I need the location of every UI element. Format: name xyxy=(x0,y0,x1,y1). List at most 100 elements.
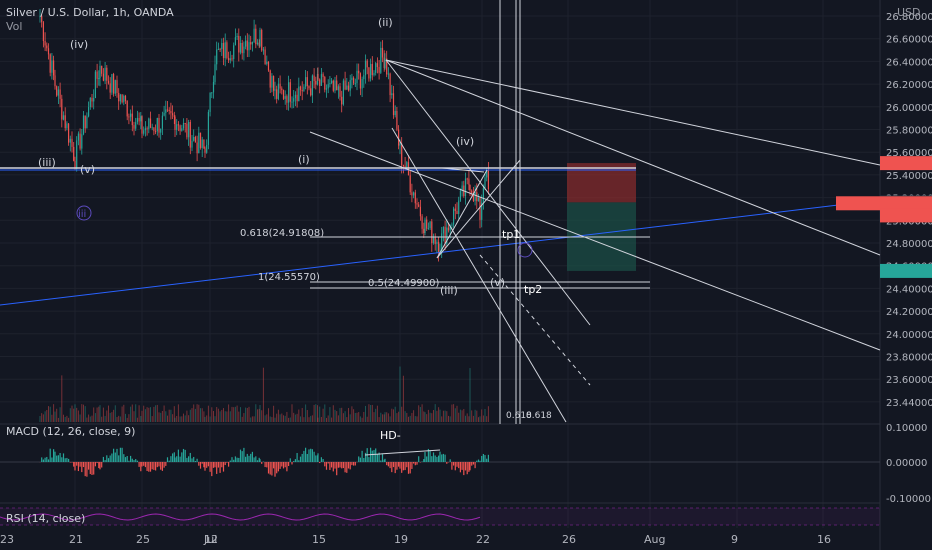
volume-bar xyxy=(308,417,310,422)
macd-title[interactable]: MACD (12, 26, close, 9) xyxy=(6,425,136,438)
volume-bar xyxy=(363,411,365,422)
candle-body xyxy=(281,88,283,91)
macd-histogram-bar xyxy=(123,454,125,462)
volume-bar xyxy=(213,411,214,422)
macd-histogram-bar xyxy=(236,457,238,462)
macd-histogram-bar xyxy=(179,456,181,462)
macd-histogram-bar xyxy=(57,455,59,462)
macd-histogram-bar xyxy=(196,458,198,462)
candle-body xyxy=(126,101,128,117)
macd-histogram-bar xyxy=(251,451,253,462)
wave-circle-label: iii xyxy=(78,209,86,220)
macd-histogram-bar xyxy=(431,456,433,462)
macd-histogram-bar xyxy=(313,451,315,462)
rsi-title[interactable]: RSI (14, close) xyxy=(6,512,86,525)
candle-body xyxy=(54,75,56,87)
candle-body xyxy=(396,110,398,130)
macd-histogram-bar xyxy=(406,462,408,468)
macd-histogram-bar xyxy=(289,458,291,462)
volume-bar xyxy=(394,406,396,422)
candle-body xyxy=(101,65,103,74)
macd-histogram-bar xyxy=(116,448,118,462)
candle-body xyxy=(320,74,322,86)
candle-body xyxy=(119,94,121,102)
macd-histogram-bar xyxy=(121,447,123,462)
macd-histogram-bar xyxy=(424,451,426,462)
macd-histogram-bar xyxy=(73,462,75,467)
volume-bar xyxy=(93,407,95,422)
candle-body xyxy=(228,57,230,61)
candle-body xyxy=(56,86,58,96)
volume-bar xyxy=(286,411,288,422)
volume-bar xyxy=(231,406,233,422)
fib-label: 0.5(24.49900) xyxy=(368,278,440,289)
macd-histogram-bar xyxy=(255,456,257,462)
symbol-title[interactable]: Silver / U.S. Dollar, 1h, OANDA xyxy=(6,6,174,19)
volume-bar xyxy=(131,404,133,422)
macd-histogram-bar xyxy=(472,462,474,465)
volume-bar xyxy=(158,412,160,422)
candle-body xyxy=(336,80,338,91)
macd-histogram-bar xyxy=(243,447,245,462)
volume-bar xyxy=(133,411,135,422)
volume-bar xyxy=(293,412,295,422)
macd-histogram-bar xyxy=(53,449,55,462)
macd-histogram-bar xyxy=(181,452,183,462)
volume-bar xyxy=(268,408,269,422)
volume-bar xyxy=(77,410,79,422)
volume-bar xyxy=(229,411,231,422)
price-candles[interactable] xyxy=(39,9,489,262)
candle-body xyxy=(337,86,339,91)
candle-body xyxy=(432,237,435,244)
volume-bar xyxy=(84,406,86,422)
volume-bar xyxy=(245,407,247,422)
candle-body xyxy=(487,170,489,190)
volume-bar xyxy=(118,415,120,422)
candle-body xyxy=(289,82,291,102)
macd-histogram-bar xyxy=(74,462,76,471)
macd-histogram-bar xyxy=(325,462,328,470)
candle-body xyxy=(161,115,163,129)
candle-body xyxy=(47,48,50,55)
macd-histogram-bar xyxy=(423,459,425,462)
candle-body xyxy=(173,115,175,117)
macd-histogram-bar xyxy=(416,462,418,465)
candle-body xyxy=(291,101,293,103)
volume-bar xyxy=(320,416,322,422)
volume-bar xyxy=(296,413,298,422)
macd-histogram-bar xyxy=(62,453,65,462)
macd-histogram-bar xyxy=(324,462,326,467)
candle-body xyxy=(151,127,153,129)
candle-body xyxy=(464,178,467,197)
volume-bar xyxy=(69,408,71,422)
volume-bar xyxy=(261,410,263,422)
candle-body xyxy=(57,89,59,96)
volume-bar xyxy=(354,412,356,422)
macd-histogram-bar xyxy=(351,462,353,466)
macd-histogram-bar xyxy=(118,455,120,462)
macd-histogram-bar xyxy=(130,455,132,462)
macd-histogram-bar xyxy=(133,460,135,462)
fib-label: 0.618 xyxy=(526,411,552,421)
drawing-tools[interactable] xyxy=(0,0,881,424)
volume-label[interactable]: Vol xyxy=(6,20,23,33)
candle-body xyxy=(102,73,104,81)
macd-histogram-bar xyxy=(71,462,73,463)
fan-line-2 xyxy=(309,131,881,351)
candle-body xyxy=(436,241,438,245)
macd-histogram-bar xyxy=(380,460,382,462)
volume-bar xyxy=(438,407,440,422)
volume-bar xyxy=(423,411,425,422)
candle-body xyxy=(250,42,252,45)
macd-histogram-bar xyxy=(216,462,218,474)
volume-bar xyxy=(402,375,404,422)
target-label: tp1 xyxy=(502,228,520,241)
candle-body xyxy=(53,60,55,76)
time-tick: 23 xyxy=(0,533,14,546)
candle-body xyxy=(351,77,353,81)
volume-bar xyxy=(196,404,198,422)
candle-body xyxy=(96,71,98,79)
macd-histogram-bar xyxy=(476,460,478,462)
candle-body xyxy=(136,117,138,123)
volume-bar xyxy=(399,366,401,422)
